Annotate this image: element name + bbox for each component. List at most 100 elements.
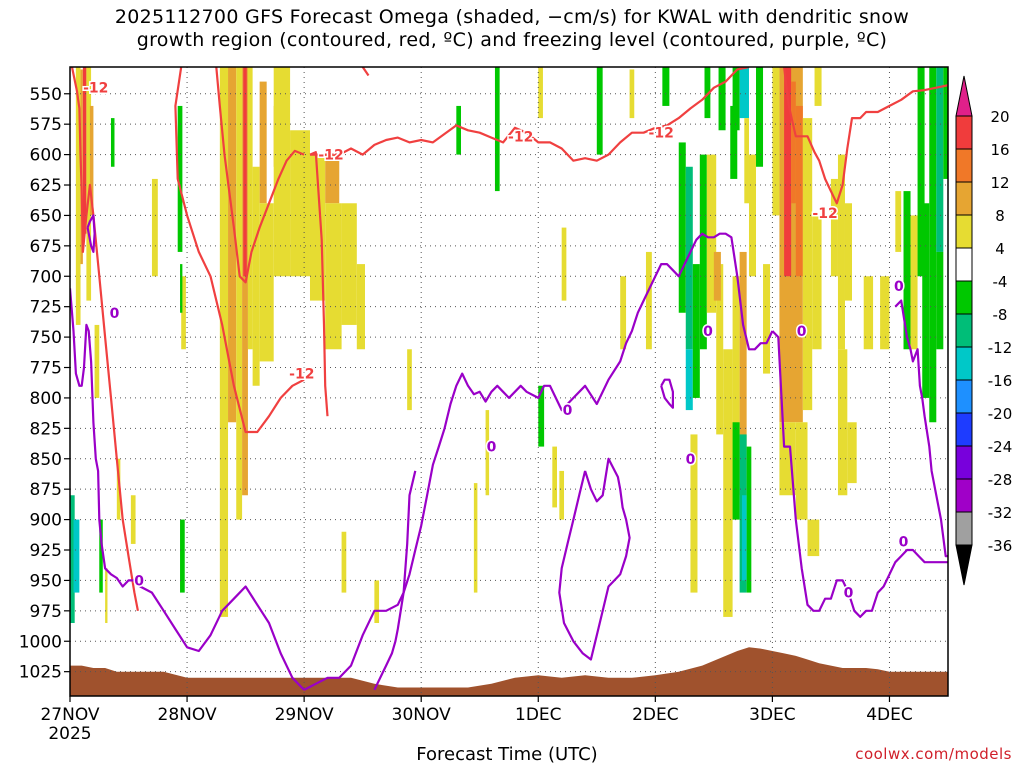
- omega-cell: [151, 178, 158, 277]
- omega-cell: [936, 67, 944, 252]
- omega-cell: [795, 105, 803, 277]
- omega-cell: [662, 67, 670, 106]
- omega-cell: [732, 67, 740, 131]
- omega-cell: [456, 105, 462, 155]
- contour-label: 0: [563, 403, 573, 419]
- colorbar-label: 20: [990, 108, 1009, 126]
- y-tick-label: 1025: [19, 663, 62, 683]
- dgz-contour-line: [310, 67, 750, 162]
- y-tick-label: 625: [30, 176, 62, 196]
- contour-label: 0: [899, 534, 909, 550]
- contour-label: 0: [703, 324, 713, 340]
- omega-cell: [181, 276, 186, 350]
- omega-cell: [739, 251, 747, 496]
- omega-cell: [219, 67, 229, 617]
- colorbar-band: [955, 247, 973, 282]
- colorbar-band: [955, 478, 973, 513]
- omega-cell: [629, 69, 635, 119]
- freezing-contours: [70, 214, 948, 691]
- omega-cell: [678, 142, 686, 313]
- omega-cell: [685, 166, 693, 350]
- contour-label: 0: [894, 279, 904, 295]
- y-axis-ticks: 550 575 600 625 650 675 700 725 750 775 800 825 850 8…: [19, 85, 70, 683]
- colorbar-label: -36: [988, 537, 1013, 555]
- omega-cell: [704, 67, 711, 119]
- y-tick-label: 900: [30, 511, 62, 531]
- freezing-contour-line: [303, 232, 774, 691]
- omega-cell: [716, 264, 724, 435]
- x-tick-label: 3DEC: [749, 705, 796, 725]
- x-tick-label: 4DEC: [866, 705, 913, 725]
- omega-cell: [847, 422, 857, 484]
- omega-cell: [837, 349, 848, 496]
- terrain-layer: [70, 647, 948, 696]
- colorbar-band: [955, 379, 973, 414]
- contour-label: 0: [686, 452, 696, 468]
- omega-cell: [732, 422, 740, 520]
- grid-lines: [70, 67, 948, 696]
- omega-cell: [86, 67, 92, 301]
- omega-cell: [812, 215, 822, 350]
- colorbar-label: -20: [988, 405, 1013, 423]
- omega-cell: [814, 67, 822, 106]
- freezing-contour-line: [660, 378, 674, 409]
- omega-cell: [744, 118, 749, 204]
- y-tick-label: 700: [30, 267, 62, 287]
- y-tick-label: 950: [30, 571, 62, 591]
- omega-cell: [341, 203, 357, 325]
- omega-cell: [706, 154, 717, 313]
- omega-cell: [243, 67, 247, 277]
- colorbar-band: [955, 181, 973, 216]
- y-tick-label: 800: [30, 389, 62, 409]
- omega-cell: [756, 67, 764, 167]
- omega-cell: [70, 495, 75, 624]
- omega-cell: [837, 154, 845, 350]
- contour-label: -12: [83, 81, 108, 97]
- omega-cell: [596, 67, 603, 155]
- omega-cell: [228, 67, 237, 423]
- colorbar-label: -24: [988, 438, 1013, 456]
- colorbar-label: -12: [988, 339, 1013, 357]
- colorbar-band: [955, 445, 973, 480]
- dgz-contour-line: [783, 67, 948, 205]
- omega-cell: [130, 495, 136, 544]
- omega-cell: [325, 154, 340, 204]
- omega-cell: [730, 105, 738, 179]
- contour-labels: -12 -12 -12 -12 -12 -12 0 0 0 0 0 0 0 0 0 0: [82, 79, 911, 603]
- omega-cell: [917, 67, 925, 277]
- omega-cell: [75, 67, 81, 325]
- y-tick-label: 850: [30, 450, 62, 470]
- credit-link[interactable]: coolwx.com/models: [855, 745, 1012, 763]
- omega-cell: [494, 67, 500, 192]
- colorbar-band: [955, 280, 973, 315]
- colorbar-label: 8: [995, 207, 1005, 225]
- freezing-contour-line: [894, 299, 948, 558]
- omega-cell: [485, 410, 490, 496]
- y-tick-label: 750: [30, 328, 62, 348]
- omega-cell: [259, 203, 274, 362]
- contour-label: -12: [508, 129, 533, 145]
- colorbar-band: [955, 346, 973, 381]
- freezing-contour-line: [86, 214, 96, 253]
- omega-cell: [713, 251, 721, 301]
- y-tick-label: 775: [30, 359, 62, 379]
- omega-cell: [247, 67, 253, 350]
- colorbar-band: [955, 511, 973, 546]
- omega-shading: [70, 67, 948, 624]
- colorbar-label: -4: [993, 273, 1008, 291]
- omega-cell: [772, 67, 780, 216]
- omega-cell: [89, 105, 94, 216]
- colorbar-label: -32: [988, 504, 1013, 522]
- freezing-contour-line: [70, 288, 305, 691]
- omega-cell: [180, 519, 185, 593]
- colorbar-band: [955, 115, 973, 150]
- colorbar-label: -28: [988, 471, 1013, 489]
- y-tick-label: 600: [30, 146, 62, 166]
- omega-cell: [561, 227, 567, 301]
- omega-cell: [116, 458, 121, 520]
- omega-cell: [73, 519, 80, 593]
- omega-cell: [290, 130, 310, 277]
- colorbar-over-arrow: [955, 75, 973, 117]
- y-tick-label: 650: [30, 206, 62, 226]
